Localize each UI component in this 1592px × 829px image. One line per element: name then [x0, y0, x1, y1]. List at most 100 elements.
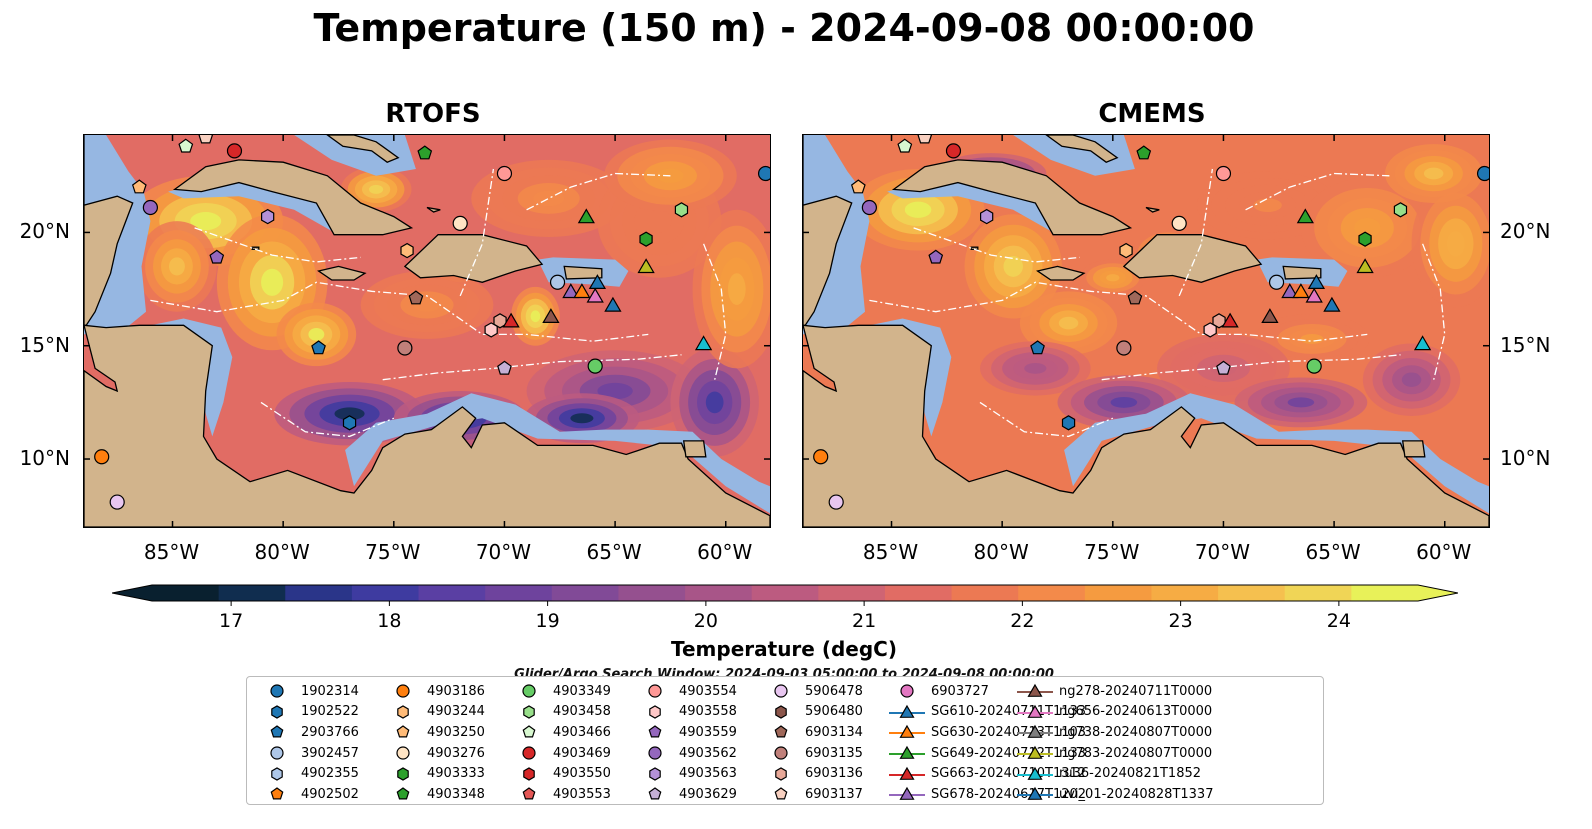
legend-label: 4903559: [679, 724, 737, 740]
legend-label: 4903629: [679, 786, 737, 802]
legend-column-3: 4903554 4903558 4903559 4903562 4903563 49036…: [637, 681, 737, 805]
x-tick-label-left-5: 60°W: [697, 540, 753, 564]
legend-item: 4903558: [637, 702, 737, 723]
circle-icon: [270, 746, 284, 760]
y-tick-label-right-2: 10°N: [1500, 446, 1551, 471]
platform-marker-4903276: [1171, 215, 1187, 231]
triangle-icon: [889, 745, 925, 759]
legend-item: 4903554: [637, 681, 737, 702]
legend-label: 4903348: [427, 786, 485, 802]
platform-marker-6903135: [1116, 340, 1132, 356]
platform-marker-3902457: [1268, 274, 1285, 290]
legend-item: 3902457: [259, 743, 359, 764]
platform-marker-ng656-20240613T0000: [1305, 287, 1323, 303]
legend-label: 4903186: [427, 683, 485, 699]
legend-item: 4903348: [385, 784, 485, 805]
y-tick-label-right-0: 20°N: [1500, 219, 1551, 244]
platform-marker-4903563: [980, 208, 994, 225]
legend-item: 1902314: [259, 681, 359, 702]
triangle-icon: [889, 704, 925, 718]
platform-marker-ru36-20240821T1852: [694, 335, 713, 351]
colorbar-tick-24: 24: [1326, 610, 1351, 632]
platform-marker-ng656-20240613T0000: [586, 287, 604, 303]
legend-label: ng278-20240711T0000: [1059, 683, 1213, 699]
panel-title-rtofs: RTOFS: [385, 99, 481, 129]
hexagon-icon: [397, 705, 409, 719]
legend-item: uvi_01-20240828T1337: [1017, 784, 1213, 805]
legend-item: ng738-20240807T0000: [1017, 722, 1213, 743]
colorbar-tick-23: 23: [1168, 610, 1193, 632]
legend-label: 4903333: [427, 766, 485, 782]
hexagon-icon: [397, 766, 409, 781]
legend-label: 4903250: [427, 724, 485, 740]
colorbar-tick-17: 17: [219, 610, 244, 632]
pentagon-icon: [774, 725, 788, 738]
legend-label: SG678-20240617T1202: [931, 786, 1087, 802]
legend-label: ng738-20240807T0000: [1059, 724, 1213, 740]
pentagon-icon: [396, 787, 410, 800]
triangle-icon: [1017, 787, 1053, 801]
colorbar-tick-21: 21: [852, 610, 877, 632]
legend-label: 4903276: [427, 745, 485, 761]
platform-marker-SG663-20240710T1312: [502, 312, 520, 328]
legend-item: 4903458: [511, 702, 611, 723]
pentagon-icon: [270, 725, 284, 738]
legend-label: 1902522: [301, 704, 359, 720]
hexagon-icon: [523, 766, 535, 781]
platform-marker-4903554: [496, 165, 513, 182]
platform-marker-4903348: [1136, 145, 1152, 160]
colorbar-tick-18: 18: [377, 610, 402, 632]
legend-item: 4903244: [385, 702, 485, 723]
platform-marker-4903276: [452, 215, 468, 231]
legend-item: 4903469: [511, 743, 611, 764]
pentagon-icon: [396, 725, 410, 738]
platform-marker-4903469: [226, 143, 243, 159]
platform-marker-6903135: [397, 340, 413, 356]
platform-marker-4903244: [1119, 242, 1133, 259]
platform-marker-4903563: [261, 208, 275, 225]
legend-label: SG663-20240710T1312: [931, 766, 1087, 782]
legend-item: 4903333: [385, 763, 485, 784]
platform-marker-4903348: [417, 145, 433, 160]
platform-marker-6903134: [1127, 290, 1143, 305]
legend-item: 4903559: [637, 722, 737, 743]
colorbar-tick-19: 19: [535, 610, 560, 632]
legend-column-0: 1902314 1902522 2903766 3902457 4902355 49025…: [259, 681, 359, 805]
platform-marker-4903629: [1216, 360, 1231, 375]
legend-label: SG610-20240711T1133: [931, 704, 1087, 720]
legend-item: 4902502: [259, 784, 359, 805]
hexagon-icon: [775, 705, 787, 719]
map-panel-cmems: [802, 134, 1490, 528]
legend-item: SG610-20240711T1133: [889, 702, 1086, 723]
legend-label: 4903458: [553, 704, 611, 720]
legend-item: ng783-20240807T0000: [1017, 743, 1213, 764]
y-tick-label-left-2: 10°N: [19, 446, 70, 471]
legend-label: 6903134: [805, 724, 863, 740]
legend-item: SG663-20240710T1312: [889, 763, 1086, 784]
legend-item: SG630-20240713T1103: [889, 722, 1086, 743]
colorbar-label: Temperature (degC): [671, 637, 897, 661]
legend-label: 4903469: [553, 745, 611, 761]
legend-item: 4903276: [385, 743, 485, 764]
legend-item: 1902522: [259, 702, 359, 723]
circle-icon: [396, 684, 410, 698]
legend-item: 2903766: [259, 722, 359, 743]
legend-item: ru36-20240821T1852: [1017, 763, 1213, 784]
colorbar: [112, 584, 1458, 606]
platform-marker-uvi_01-20240828T1337: [588, 274, 607, 289]
legend-item: 6903135: [763, 743, 863, 764]
circle-icon: [648, 746, 662, 760]
legend-label: 4902355: [301, 766, 359, 782]
triangle-icon: [889, 725, 925, 739]
legend-label: 6903727: [931, 683, 989, 699]
circle-icon: [270, 684, 284, 698]
platform-marker-ng278-20240711T0000: [542, 308, 560, 323]
legend-label: 5906480: [805, 704, 863, 720]
legend-item: 6903134: [763, 722, 863, 743]
platform-marker-ng278-20240711T0000: [1261, 308, 1279, 323]
legend-label: 4903466: [553, 724, 611, 740]
platform-marker-2903766: [311, 340, 326, 355]
platform-marker-uvi_01-20240828T1337: [1307, 274, 1326, 289]
chart-title: Temperature (150 m) - 2024-09-08 00:00:0…: [313, 6, 1255, 50]
colorbar-tick-20: 20: [693, 610, 718, 632]
